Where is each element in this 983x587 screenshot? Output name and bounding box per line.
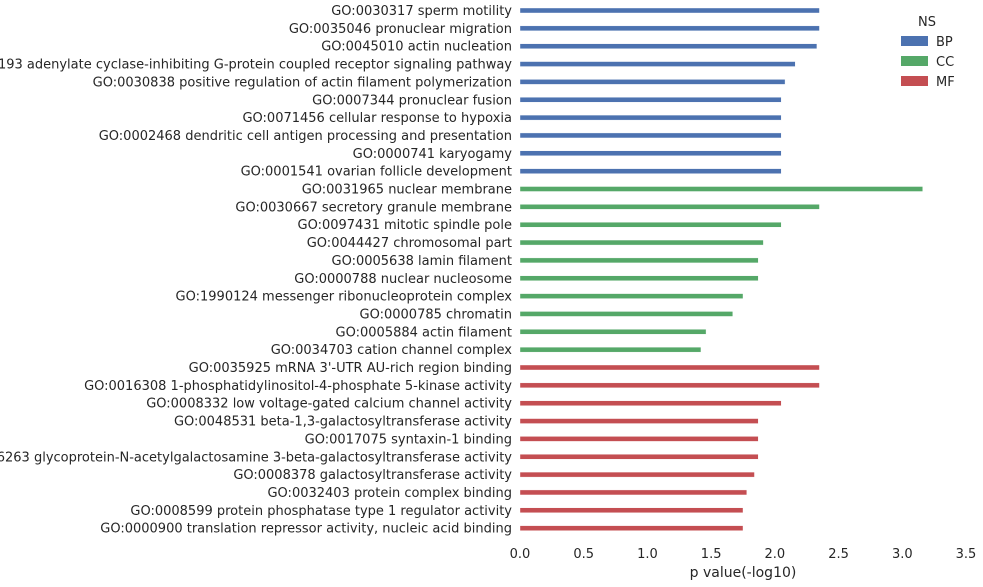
x-axis-ticks: 0.0 0.5 1.0 1.5 2.0 2.5 3.0 3.5 bbox=[510, 547, 977, 562]
bar-bp bbox=[519, 97, 782, 103]
category-label: GO:0001541 ovarian follicle development bbox=[241, 165, 512, 180]
bar-mf bbox=[519, 382, 820, 389]
bar-bp bbox=[519, 150, 782, 157]
bar-cc bbox=[519, 275, 759, 281]
bar-mf bbox=[519, 489, 748, 496]
bar-cc bbox=[519, 329, 707, 335]
bar-mf bbox=[519, 418, 759, 424]
bar-mf bbox=[519, 436, 759, 442]
category-label: GO:0008332 low voltage-gated calcium cha… bbox=[146, 397, 512, 412]
bar-cc bbox=[519, 293, 744, 299]
legend-swatch-mf bbox=[901, 76, 928, 86]
legend-swatch-bp bbox=[901, 36, 928, 46]
category-label: GO:0035046 pronuclear migration bbox=[289, 22, 512, 37]
category-label: GO:0045010 actin nucleation bbox=[321, 40, 512, 55]
x-tick-label: 1.0 bbox=[637, 547, 658, 562]
category-label: GO:0008378 galactosyltransferase activit… bbox=[233, 468, 512, 483]
bar-cc bbox=[519, 204, 820, 210]
bar-bp bbox=[519, 61, 796, 67]
x-tick-label: 3.5 bbox=[956, 547, 977, 562]
category-label: GO:0032403 protein complex binding bbox=[267, 486, 512, 501]
bar-mf bbox=[519, 400, 782, 406]
x-tick-label: 2.5 bbox=[828, 547, 849, 562]
bar-bp bbox=[519, 132, 782, 139]
category-label: GO:0017075 syntaxin-1 binding bbox=[305, 432, 512, 447]
bar-mf bbox=[519, 454, 759, 460]
category-label: GO:0007344 pronuclear fusion bbox=[312, 93, 512, 108]
bar-mf bbox=[519, 507, 744, 513]
category-label: GO:0016308 1-phosphatidylinositol-4-phos… bbox=[84, 379, 512, 394]
category-label: GO:0071456 cellular response to hypoxia bbox=[242, 111, 512, 126]
x-tick-label: 2.0 bbox=[765, 547, 786, 562]
category-label: GO:0000741 karyogamy bbox=[353, 147, 513, 162]
legend-label-cc: CC bbox=[936, 55, 954, 70]
x-tick-label: 0.0 bbox=[510, 547, 531, 562]
category-label: GO:0097431 mitotic spindle pole bbox=[298, 218, 513, 233]
bar-cc bbox=[519, 311, 734, 317]
category-label: GO:0030317 sperm motility bbox=[331, 4, 512, 19]
bar-bp bbox=[519, 168, 782, 174]
bar-cc bbox=[519, 346, 702, 353]
x-tick-label: 1.5 bbox=[701, 547, 722, 562]
bar-cc bbox=[519, 239, 764, 246]
category-labels: GO:0030317 sperm motility GO:0035046 pron… bbox=[0, 4, 512, 537]
legend-title: NS bbox=[918, 15, 936, 30]
bar-bp bbox=[519, 79, 786, 85]
bar-cc bbox=[519, 221, 782, 228]
x-axis-title: p value(-log10) bbox=[690, 565, 797, 581]
category-label: GO:0005638 lamin filament bbox=[332, 254, 512, 269]
category-label: GO:0007193 adenylate cyclase-inhibiting … bbox=[0, 58, 512, 73]
category-label: GO:0016263 glycoprotein-N-acetylgalactos… bbox=[0, 450, 512, 465]
bar-mf bbox=[519, 364, 820, 371]
bar-mf bbox=[519, 525, 744, 531]
legend: NS BP CC MF bbox=[901, 15, 955, 90]
category-label: GO:0008599 protein phosphatase type 1 re… bbox=[130, 504, 512, 519]
x-tick-label: 0.5 bbox=[573, 547, 594, 562]
category-label: GO:1990124 messenger ribonucleoprotein c… bbox=[176, 290, 513, 305]
bar-cc bbox=[519, 257, 759, 264]
category-label: GO:0031965 nuclear membrane bbox=[302, 183, 512, 198]
category-label: GO:0030667 secretory granule membrane bbox=[235, 200, 512, 215]
category-label: GO:0000900 translation repressor activit… bbox=[100, 522, 512, 537]
category-label: GO:0005884 actin filament bbox=[336, 325, 512, 340]
category-label: GO:0002468 dendritic cell antigen proces… bbox=[99, 129, 512, 144]
legend-label-bp: BP bbox=[936, 35, 953, 50]
bars-layer bbox=[519, 7, 923, 531]
bar-bp bbox=[519, 25, 820, 32]
x-tick-label: 3.0 bbox=[892, 547, 913, 562]
category-label: GO:0035925 mRNA 3'-UTR AU-rich region bi… bbox=[189, 361, 512, 376]
category-label: GO:0000785 chromatin bbox=[360, 307, 512, 322]
bar-bp bbox=[519, 43, 818, 49]
bar-mf bbox=[519, 471, 755, 478]
category-label: GO:0044427 chromosomal part bbox=[307, 236, 512, 251]
category-label: GO:0034703 cation channel complex bbox=[271, 343, 513, 358]
bar-bp bbox=[519, 7, 820, 14]
legend-label-mf: MF bbox=[936, 75, 955, 90]
legend-entries: BP CC MF bbox=[901, 35, 955, 90]
category-label: GO:0030838 positive regulation of actin … bbox=[93, 75, 512, 90]
bar-cc bbox=[519, 186, 923, 192]
bar-bp bbox=[519, 114, 782, 121]
category-label: GO:0048531 beta-1,3-galactosyltransferas… bbox=[174, 415, 512, 430]
category-label: GO:0000788 nuclear nucleosome bbox=[294, 272, 512, 287]
legend-swatch-cc bbox=[901, 56, 928, 66]
